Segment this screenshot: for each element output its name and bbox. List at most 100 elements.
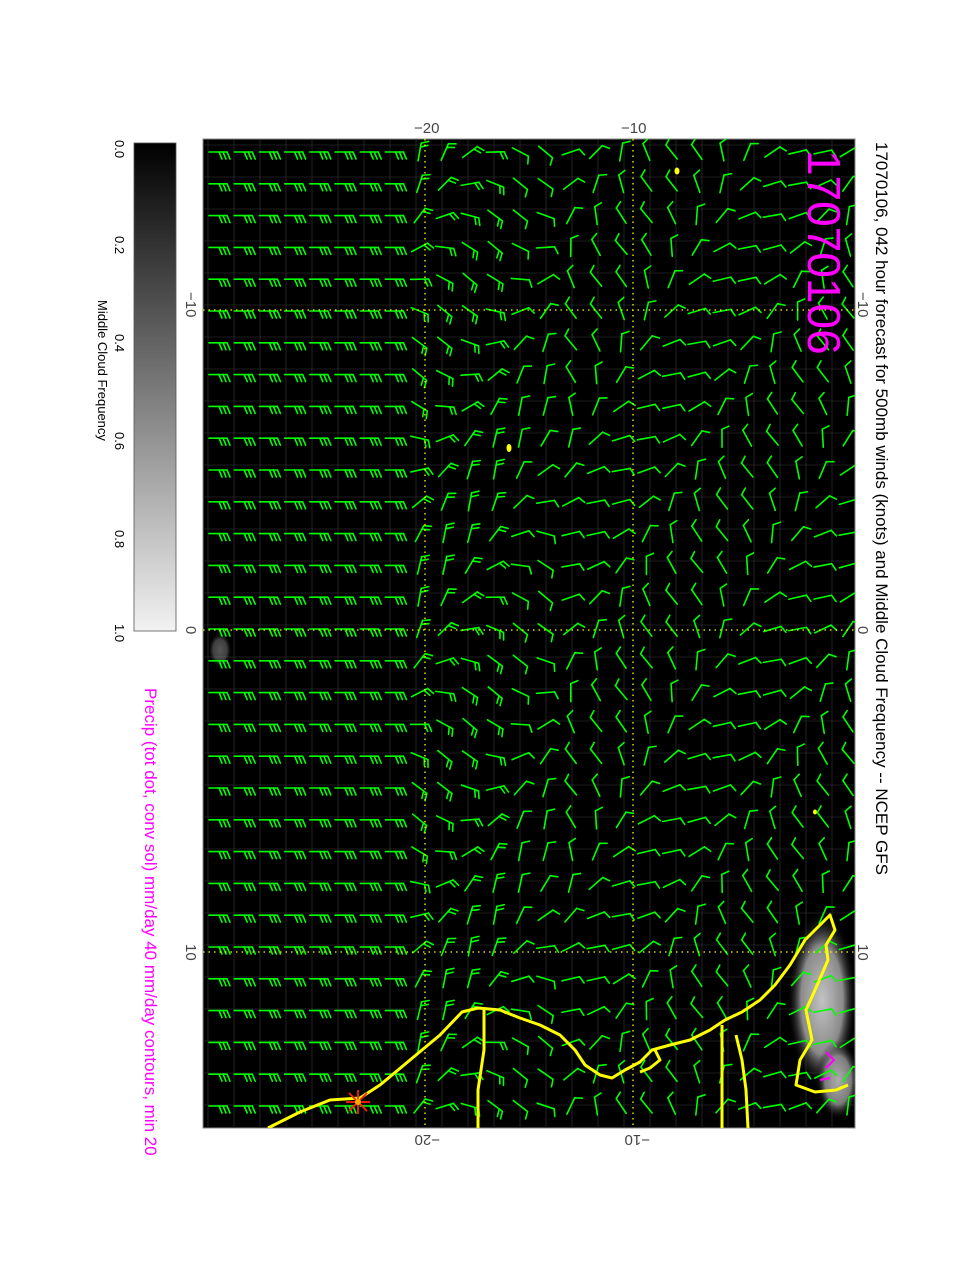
wind-barb <box>384 1105 408 1114</box>
wind-barb <box>233 1009 256 1019</box>
wind-barb <box>813 562 837 571</box>
wind-barb <box>642 582 651 607</box>
wind-barb <box>308 532 332 542</box>
wind-barb <box>614 232 628 256</box>
wind-barb <box>690 875 711 892</box>
wind-barb <box>588 589 611 605</box>
wind-barb <box>537 1004 554 1024</box>
wind-barb <box>766 391 779 415</box>
wind-barb <box>664 749 687 763</box>
wind-barb <box>208 564 231 574</box>
wind-barb <box>690 430 711 447</box>
wind-barb <box>687 371 712 380</box>
wind-barb <box>486 624 505 641</box>
bottom-tick-label: −20 <box>415 1131 440 1148</box>
wind-barb <box>820 265 829 289</box>
wind-barb <box>258 469 282 478</box>
wind-barb <box>618 140 631 162</box>
wind-barb <box>462 272 478 294</box>
colorbar-tick: 0.0 <box>112 140 127 158</box>
wind-barb <box>614 678 628 701</box>
left-tick-label: 10 <box>182 944 199 961</box>
colorbar-tick: 1.0 <box>112 624 127 642</box>
wind-barb <box>208 469 231 478</box>
wind-barb <box>664 304 686 318</box>
wind-barb <box>561 530 585 539</box>
wind-barb <box>795 901 804 925</box>
wind-barb <box>688 273 712 286</box>
wind-barb <box>615 557 635 574</box>
wind-barb <box>542 777 557 798</box>
wind-barb <box>308 151 332 160</box>
wind-barb <box>384 151 408 160</box>
wind-barb <box>486 560 510 571</box>
wind-barb <box>208 373 231 383</box>
wind-barb <box>466 904 481 925</box>
wind-barb <box>511 242 530 260</box>
wind-barb <box>665 582 679 605</box>
wind-barb <box>233 310 256 319</box>
wind-barb <box>258 564 282 574</box>
wind-barb <box>688 400 712 412</box>
wind-barb <box>435 245 457 257</box>
wind-barb <box>485 1041 508 1051</box>
wind-barb <box>611 912 636 921</box>
wind-barb <box>691 964 703 988</box>
wind-barb <box>612 845 636 858</box>
wind-barb <box>208 691 231 701</box>
wind-barb <box>308 723 332 733</box>
wind-barb <box>308 1041 332 1051</box>
wind-barb <box>334 405 357 415</box>
wind-barb <box>844 233 853 257</box>
wind-barb <box>359 278 383 288</box>
wind-barb <box>640 232 652 256</box>
wind-barb <box>691 684 710 702</box>
wind-barb <box>283 564 307 574</box>
wind-barb <box>487 1099 504 1120</box>
wind-barb <box>435 434 460 443</box>
wind-barb <box>461 591 485 604</box>
wind-barb <box>537 177 554 198</box>
wind-barb <box>566 709 576 734</box>
wind-barb <box>813 149 837 158</box>
wind-barb <box>359 310 383 319</box>
wind-barb <box>816 805 830 828</box>
wind-barb <box>492 427 506 448</box>
wind-barb <box>308 1009 332 1019</box>
wind-barb <box>258 659 282 669</box>
wind-barb <box>334 628 357 637</box>
wind-barb <box>661 817 686 826</box>
wind-barb <box>487 654 504 675</box>
wind-barb <box>687 752 712 761</box>
wind-barb <box>334 278 357 288</box>
wind-barb <box>384 183 408 192</box>
wind-barb <box>719 139 728 162</box>
wind-barb <box>208 214 231 224</box>
wind-barb <box>693 169 701 194</box>
wind-barb <box>511 1037 530 1056</box>
wind-barb <box>208 977 231 987</box>
wind-barb <box>770 521 782 544</box>
wind-barb <box>233 755 256 765</box>
coastline <box>267 913 849 1128</box>
left-tick-label: 0 <box>182 626 199 634</box>
wind-barb <box>589 709 603 733</box>
wind-barb <box>258 850 282 860</box>
wind-barb <box>535 691 559 700</box>
wind-barb <box>258 341 282 351</box>
wind-barb <box>535 944 560 954</box>
wind-barb <box>208 882 231 892</box>
wind-barb <box>233 946 256 955</box>
wind-barb <box>640 614 653 638</box>
wind-barb <box>590 232 602 257</box>
wind-barb <box>619 585 631 607</box>
wind-barb <box>839 591 855 603</box>
wind-barb <box>283 787 307 796</box>
wind-barb <box>487 368 510 382</box>
wind-barb <box>846 649 855 671</box>
wind-barb <box>670 679 679 703</box>
wind-barb <box>283 151 307 160</box>
wind-barb <box>308 341 332 351</box>
wind-barb <box>794 491 809 512</box>
wind-barb <box>793 328 802 352</box>
